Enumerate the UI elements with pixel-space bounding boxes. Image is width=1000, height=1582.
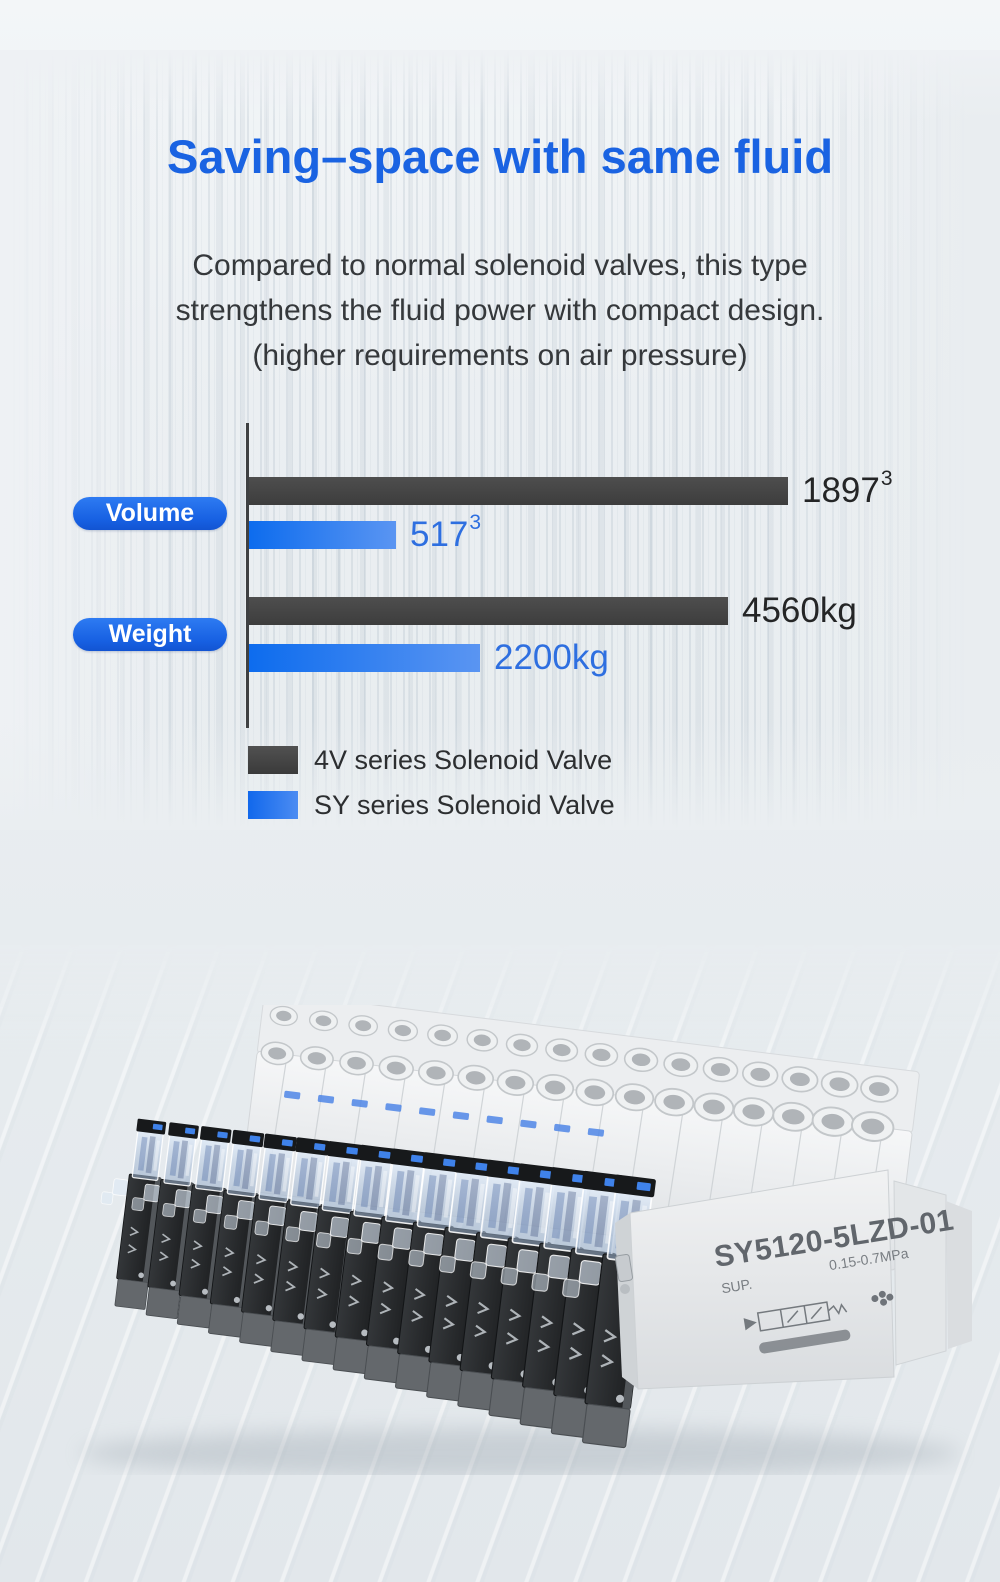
bar-row-weight-4v: 4560kg xyxy=(249,591,858,630)
legend-item-4v: 4V series Solenoid Valve xyxy=(248,746,612,774)
legend-label-sy: SY series Solenoid Valve xyxy=(314,790,615,820)
sup-label: SUP. xyxy=(720,1276,753,1297)
bar-value-weight-sy: 2200kg xyxy=(494,638,609,677)
end-station: SY5120-5LZD-01 SUP. 0.15-0.7MPa xyxy=(614,1169,972,1390)
pneumatic-schematic xyxy=(743,1301,848,1332)
legend-label-4v: 4V series Solenoid Valve xyxy=(314,745,613,775)
bar-value-volume-sy: 5173 xyxy=(410,511,482,554)
subtitle: Compared to normal solenoid valves, this… xyxy=(0,243,1000,378)
background-streaks xyxy=(0,50,1000,830)
legend-swatch-4v xyxy=(248,746,298,774)
product-photo: SY5120-5LZD-01 SUP. 0.15-0.7MPa xyxy=(0,991,1000,1478)
subtitle-line-3: (higher requirements on air pressure) xyxy=(252,339,748,372)
subtitle-line-1: Compared to normal solenoid valves, this… xyxy=(192,249,808,282)
bar-row-volume-4v: 18973 xyxy=(249,467,893,510)
bar-value-weight-4v: 4560kg xyxy=(742,591,857,630)
bar-value-volume-4v: 18973 xyxy=(802,467,893,510)
category-pill-volume: Volume xyxy=(73,497,227,530)
category-pill-weight: Weight xyxy=(73,618,227,651)
bar-row-volume-sy: 5173 xyxy=(249,511,482,554)
bar-volume-4v-series xyxy=(249,477,788,505)
page-title: Saving–space with same fluid xyxy=(166,130,834,184)
latch-clip xyxy=(614,1253,634,1283)
bar-row-weight-sy: 2200kg xyxy=(249,638,610,677)
brand-wordmark xyxy=(759,1329,851,1354)
product-shadow xyxy=(80,1428,960,1478)
chart-axis-line xyxy=(246,423,249,728)
bar-weight-sy-series xyxy=(249,644,480,672)
legend-item-sy: SY series Solenoid Valve xyxy=(248,791,615,819)
indicator-dots xyxy=(284,1090,605,1137)
subtitle-line-2: strengthens the fluid power with compact… xyxy=(175,294,825,327)
bar-chart: Volume Weight 18973 5173 4560kg 2200kg 4… xyxy=(73,423,893,819)
flower-logo xyxy=(871,1290,894,1306)
legend-swatch-sy xyxy=(248,791,298,819)
valve-manifold-illustration: SY5120-5LZD-01 SUP. 0.15-0.7MPa xyxy=(80,991,972,1478)
bar-volume-sy-series xyxy=(249,521,396,549)
bar-weight-4v-series xyxy=(249,597,728,625)
